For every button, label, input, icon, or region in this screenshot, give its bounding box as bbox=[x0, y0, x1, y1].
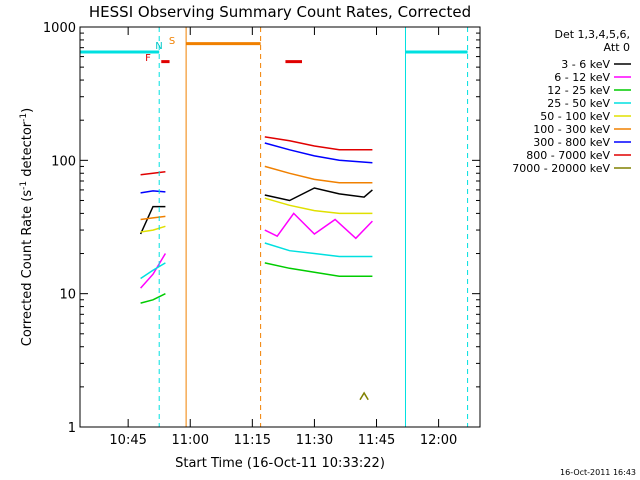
legend-label-0: 3 - 6 keV bbox=[561, 58, 610, 71]
y-tick-label-3: 1000 bbox=[43, 21, 76, 36]
legend-header-line-2: Att 0 bbox=[604, 41, 630, 54]
series-5-segment-1-line bbox=[264, 165, 373, 184]
flag-label-0: F bbox=[145, 53, 151, 64]
x-axis-ticks: 10:45 11:00 11:15 11:30 11:45 12:00 bbox=[109, 27, 457, 448]
y-axis-label-sup-2: -1 bbox=[19, 113, 29, 122]
x-tick-label-0: 10:45 bbox=[109, 433, 146, 448]
x-tick-label-4: 11:45 bbox=[358, 433, 395, 448]
legend-label-2: 12 - 25 keV bbox=[547, 84, 610, 97]
plot-frame bbox=[79, 26, 481, 428]
legend-header-line-1: Det 1,3,4,5,6, bbox=[554, 28, 630, 41]
y-tick-label-2: 100 bbox=[51, 154, 76, 169]
x-tick-label-2: 11:15 bbox=[234, 433, 271, 448]
y-tick-label-0: 1 bbox=[68, 421, 76, 436]
y-axis-label-middle: detector bbox=[20, 121, 35, 181]
series-7-segment-1-line bbox=[264, 136, 373, 151]
series-6-segment-0-line bbox=[140, 190, 166, 194]
series-5-segment-0-line bbox=[140, 215, 166, 221]
series-2-segment-0-line bbox=[140, 293, 166, 304]
x-tick-label-1: 11:00 bbox=[172, 433, 209, 448]
legend-label-4: 50 - 100 keV bbox=[540, 110, 610, 123]
series-1-segment-0-line bbox=[140, 253, 167, 289]
x-tick-label-5: 12:00 bbox=[420, 433, 457, 448]
legend-label-3: 25 - 50 keV bbox=[547, 97, 610, 110]
legend-label-1: 6 - 12 keV bbox=[554, 71, 610, 84]
series-4-segment-1-line bbox=[264, 197, 373, 215]
series-0-segment-1-line bbox=[264, 187, 373, 202]
x-axis-label: Start Time (16-Oct-11 10:33:22) bbox=[175, 456, 385, 471]
series-3-segment-1-line bbox=[264, 242, 373, 258]
series-0-segment-0-line bbox=[139, 205, 166, 235]
legend-label-5: 100 - 300 keV bbox=[533, 123, 610, 136]
legend-label-7: 800 - 7000 keV bbox=[526, 149, 610, 162]
x-tick-label-3: 11:30 bbox=[296, 433, 333, 448]
legend-label-8: 7000 - 20000 keV bbox=[512, 162, 610, 175]
series-1-segment-1-line bbox=[264, 212, 373, 240]
series-8-segment-0-line bbox=[359, 391, 369, 401]
legend-label-6: 300 - 800 keV bbox=[533, 136, 610, 149]
y-axis-label-end: ) bbox=[20, 108, 35, 113]
generation-timestamp: 16-Oct-2011 16:43 bbox=[560, 468, 636, 477]
y-axis-label-sup-1: -1 bbox=[19, 181, 29, 190]
series-7-segment-0-line bbox=[140, 171, 166, 176]
series-2-segment-1-line bbox=[264, 262, 373, 278]
chart-title: HESSI Observing Summary Count Rates, Cor… bbox=[89, 3, 471, 21]
series-6-segment-1-line bbox=[264, 142, 373, 164]
y-tick-label-1: 10 bbox=[59, 288, 76, 303]
series-4-segment-0-line bbox=[140, 225, 166, 233]
flag-label-1: N bbox=[155, 41, 162, 52]
y-axis-label-main: Corrected Count Rate (s bbox=[20, 190, 35, 347]
observing-flags: FN S bbox=[145, 36, 175, 64]
y-axis-label: Corrected Count Rate (s-1 detector-1) bbox=[19, 108, 35, 346]
series-3-segment-0-line bbox=[140, 262, 166, 280]
y-axis-ticks: 1 10 100 1000 bbox=[43, 21, 480, 436]
flag-label-2: S bbox=[169, 36, 175, 47]
